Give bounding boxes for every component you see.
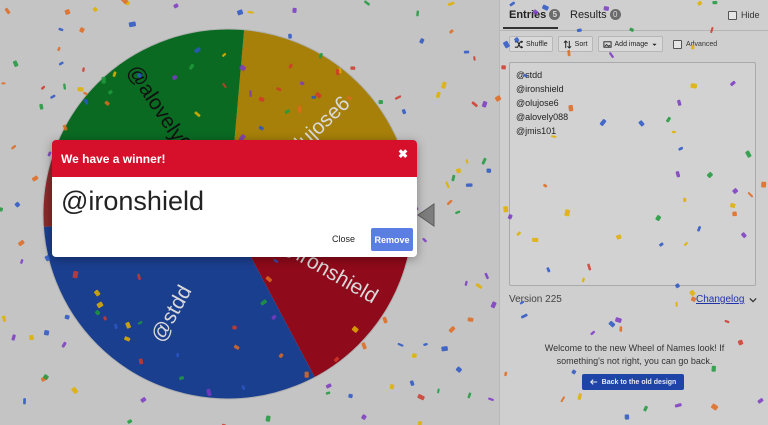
- notice-text: Welcome to the new Wheel of Names look! …: [544, 343, 725, 366]
- entry-line: @stdd: [516, 70, 543, 80]
- tab-results[interactable]: Results 0: [570, 9, 621, 21]
- arrow-left-icon: [589, 379, 597, 385]
- shuffle-button[interactable]: Shuffle: [509, 36, 553, 52]
- close-button[interactable]: Close: [332, 234, 356, 244]
- active-tab-indicator: [503, 27, 558, 29]
- winner-name: @ironshield: [61, 186, 204, 216]
- add-image-label: Add image: [614, 40, 648, 48]
- remove-button[interactable]: Remove: [371, 228, 413, 251]
- tab-results-label: Results: [570, 9, 607, 21]
- entries-toolbar: Shuffle Sort Add image Advanced: [509, 36, 717, 52]
- version-row: Version 225 Changelog: [509, 294, 759, 308]
- panel-tabs: Entries 5 Results 0 Hide: [500, 0, 768, 30]
- dialog-header: We have a winner! ✖: [52, 140, 417, 177]
- chevron-down-icon[interactable]: [749, 296, 757, 304]
- hide-toggle[interactable]: Hide: [728, 10, 760, 20]
- entries-textarea[interactable]: @stdd @ironshield @olujose6 @alovely088 @jmi…: [509, 62, 756, 286]
- dialog-title: We have a winner!: [61, 152, 166, 166]
- image-icon: [602, 40, 612, 48]
- entry-line: @olujose6: [516, 98, 559, 108]
- changelog-link[interactable]: Changelog: [696, 294, 745, 305]
- sort-button[interactable]: Sort: [557, 36, 593, 52]
- hide-checkbox[interactable]: [728, 10, 737, 20]
- new-look-notice: Welcome to the new Wheel of Names look! …: [500, 342, 768, 368]
- old-design-button[interactable]: Back to the old design: [582, 374, 684, 390]
- entry-line: @ironshield: [516, 84, 564, 94]
- shuffle-icon: [514, 40, 523, 48]
- hide-label: Hide: [741, 10, 760, 20]
- version-text: Version 225: [509, 294, 562, 305]
- tab-divider: [500, 30, 768, 31]
- advanced-toggle[interactable]: Advanced: [672, 39, 718, 49]
- shuffle-label: Shuffle: [526, 40, 548, 48]
- entries-panel: Entries 5 Results 0 Hide Shuffle Sort Add …: [499, 0, 768, 425]
- advanced-checkbox[interactable]: [672, 39, 682, 49]
- wheel-segment: [43, 214, 315, 399]
- sort-icon: [563, 39, 572, 49]
- entries-count-badge: 5: [549, 9, 561, 20]
- wheel-pointer-icon: [417, 203, 435, 227]
- close-icon[interactable]: ✖: [398, 147, 409, 161]
- dropdown-arrow-icon: [652, 43, 657, 46]
- entry-line: @jmis101: [516, 126, 557, 136]
- sort-label: Sort: [574, 40, 588, 48]
- winner-dialog: We have a winner! ✖ @ironshield Close Re…: [52, 140, 417, 257]
- tab-entries-label: Entries: [509, 9, 547, 21]
- old-design-label: Back to the old design: [601, 378, 677, 386]
- advanced-label: Advanced: [685, 40, 718, 48]
- entry-line: @alovely088: [516, 112, 569, 122]
- tab-entries[interactable]: Entries 5: [509, 9, 561, 21]
- add-image-button[interactable]: Add image: [597, 36, 663, 52]
- results-count-badge: 0: [609, 9, 621, 20]
